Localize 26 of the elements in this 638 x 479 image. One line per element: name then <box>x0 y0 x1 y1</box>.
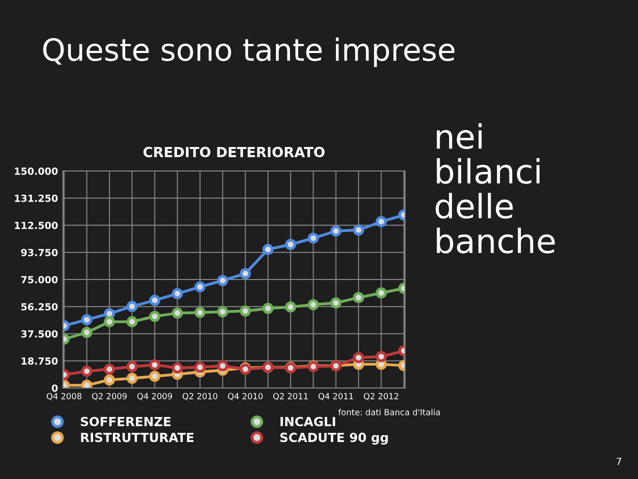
source-note: fonte: dati Banca d'Italia <box>338 408 440 416</box>
legend-label: RISTRUTTURATE <box>81 432 194 442</box>
legend-label: INCAGLI <box>280 416 336 426</box>
y-tick-label: 0 <box>52 384 58 392</box>
x-tick-label: Q2 2012 <box>364 393 398 400</box>
y-tick-label: 93.750 <box>21 248 58 256</box>
y-tick-label: 150.000 <box>14 167 58 175</box>
y-tick-label: 56.250 <box>21 303 58 310</box>
x-tick-label: Q4 2009 <box>137 393 172 400</box>
x-tick-label: Q2 2011 <box>273 393 308 400</box>
text: 7 <box>616 458 622 465</box>
y-tick-label: 131.250 <box>14 194 58 202</box>
text: nei bilanci delle banche <box>436 123 555 254</box>
chart-title: CREDITO DETERIORATO <box>143 146 325 158</box>
legend-label: SCADUTE 90 gg <box>280 432 388 445</box>
y-tick-label: 18.750 <box>22 357 58 365</box>
x-tick-label: Q4 2008 <box>46 393 82 400</box>
x-tick-label: Q4 2010 <box>228 393 263 400</box>
y-tick-label: 37.500 <box>21 330 58 338</box>
x-tick-label: Q4 2011 <box>318 393 354 400</box>
legend-label: SOFFERENZE <box>80 416 171 426</box>
x-tick-label: Q2 2010 <box>182 393 218 400</box>
text: Queste sono tante imprese <box>43 37 454 68</box>
x-tick-label: Q2 2009 <box>92 393 127 400</box>
y-tick-label: 112.500 <box>14 222 58 230</box>
y-tick-label: 75.000 <box>21 276 58 284</box>
